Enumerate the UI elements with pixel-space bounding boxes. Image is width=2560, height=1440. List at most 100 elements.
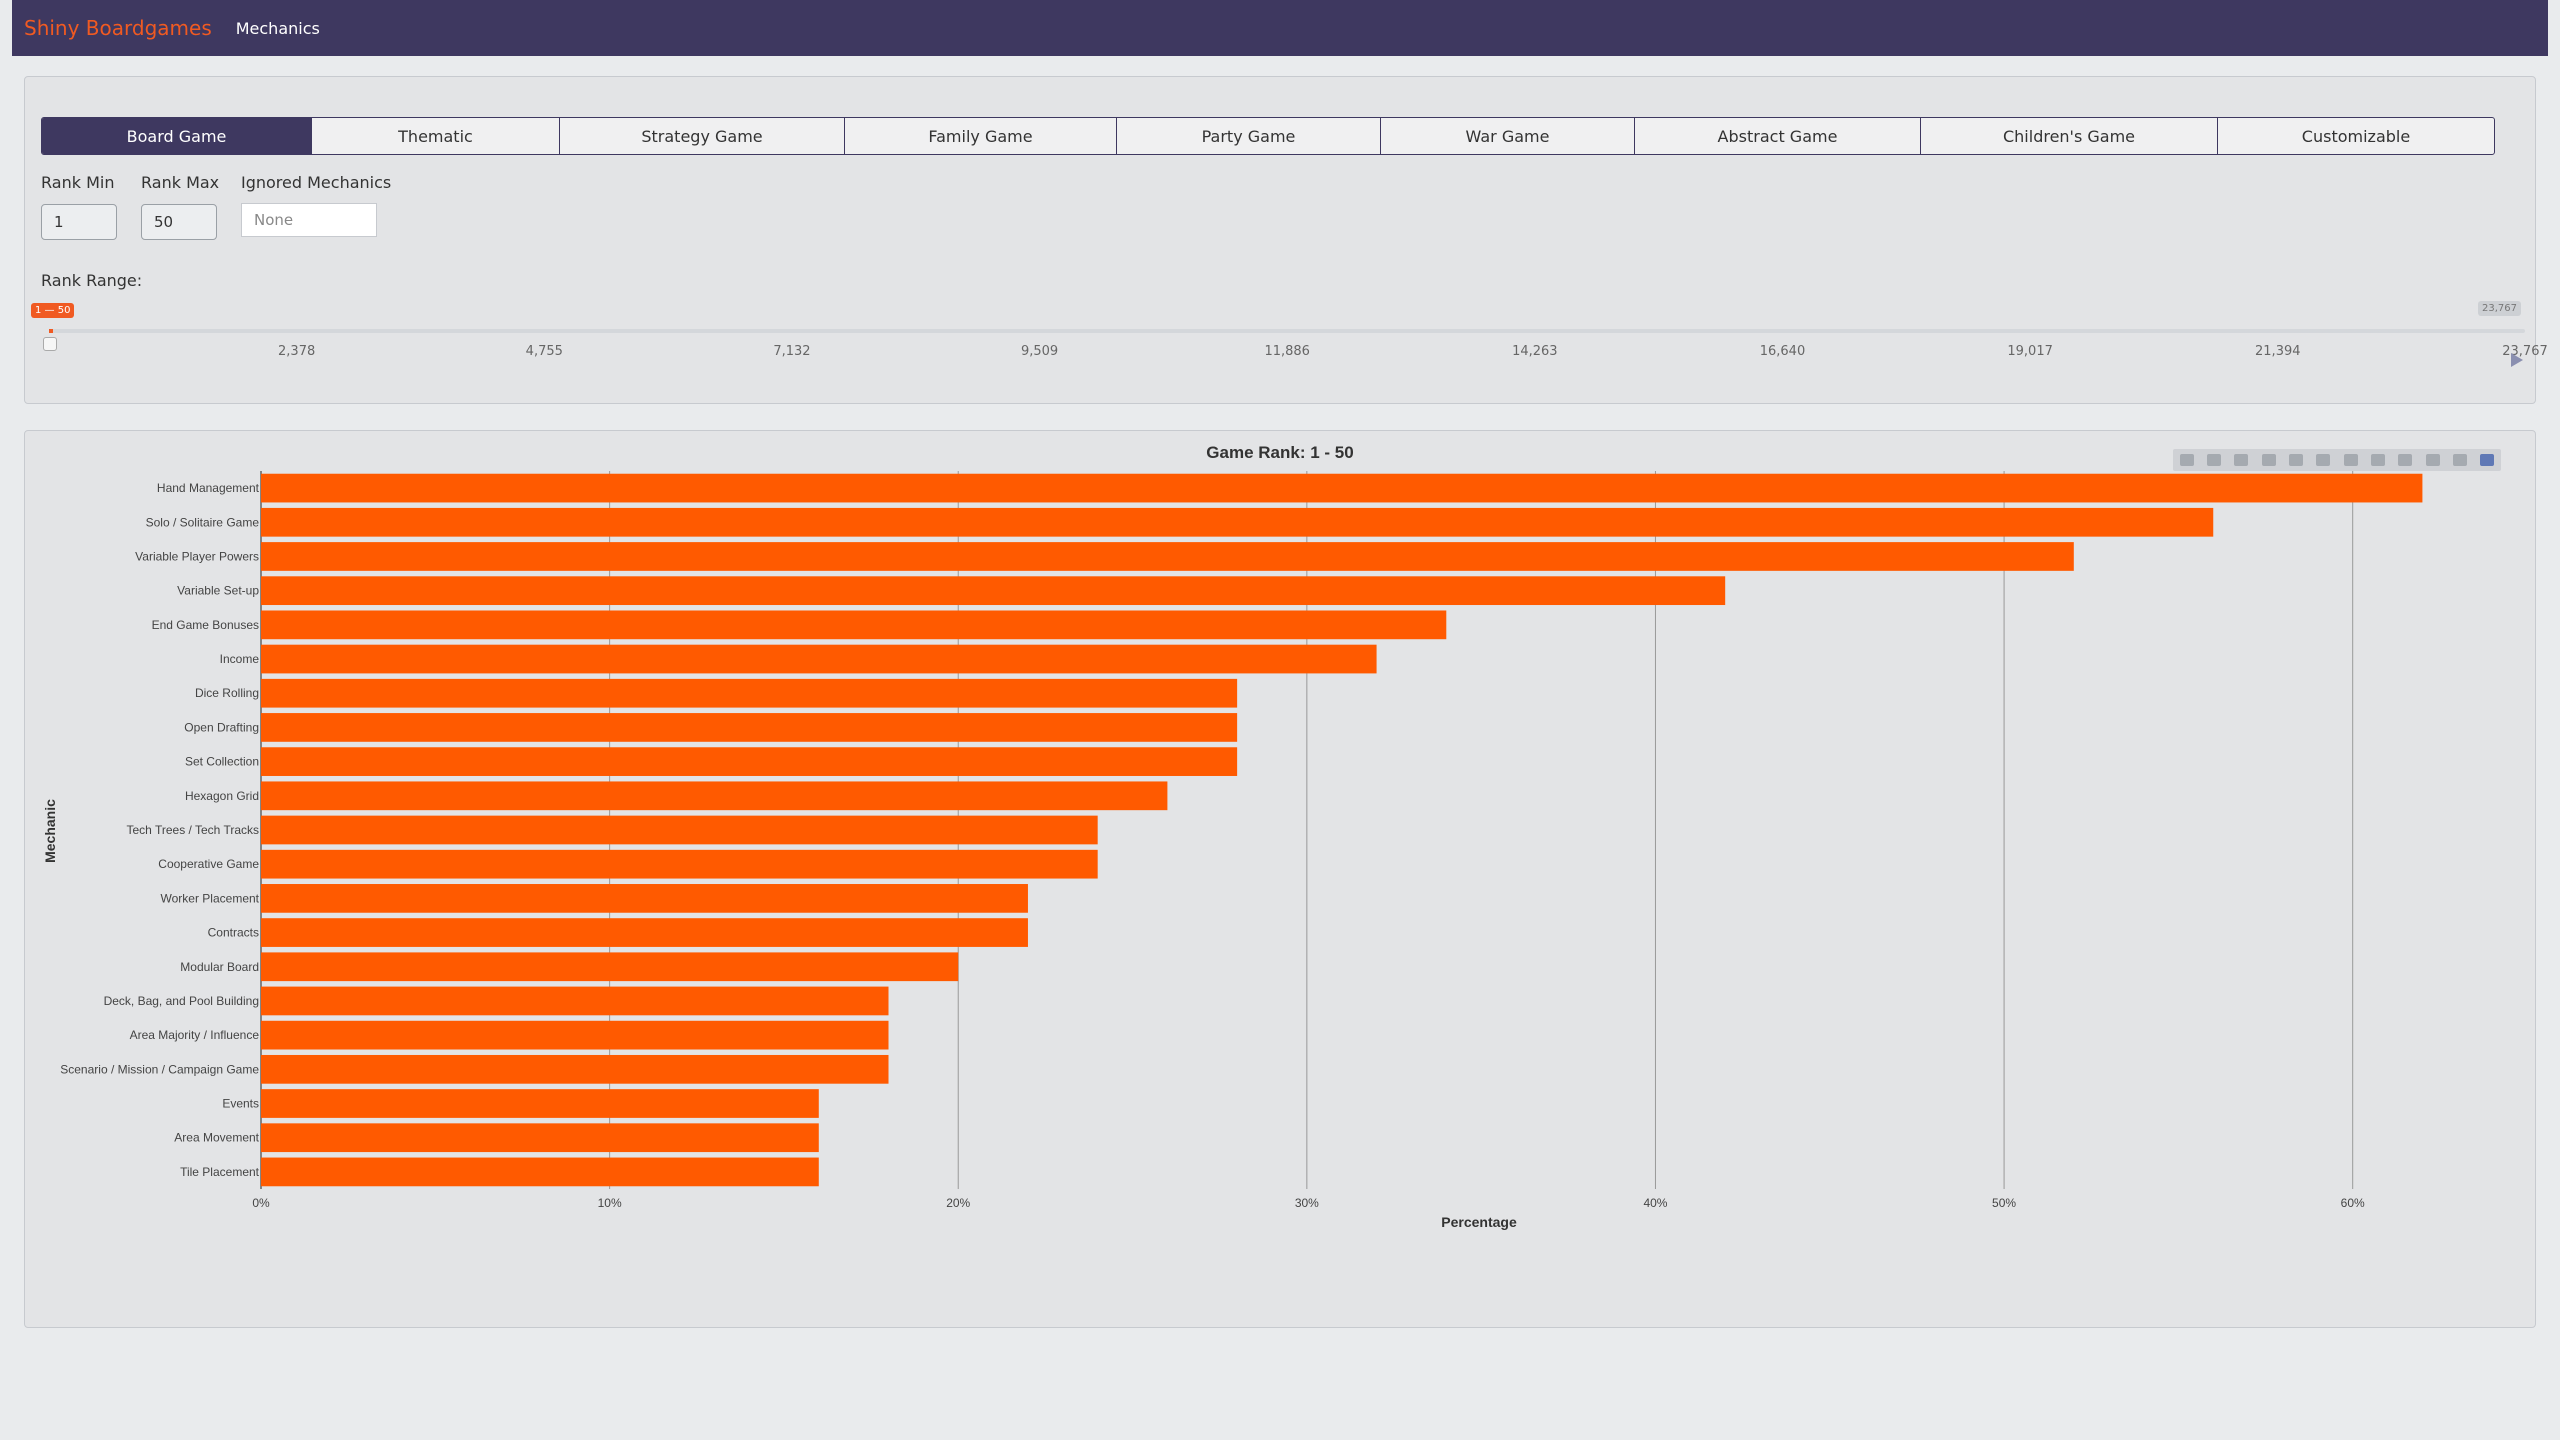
slider-tick-label: 21,394 [2255,344,2301,359]
y-tick-label: Area Movement [174,1131,259,1145]
rank-range-max: 23,767 [2478,301,2521,316]
controls-panel: Board Game Thematic Strategy Game Family Ga… [24,76,2548,404]
reset-axes-icon[interactable] [2398,454,2413,466]
y-tick-label: Tile Placement [180,1165,260,1179]
slider-tick-label: 19,017 [2007,344,2053,359]
rank-max-input[interactable] [141,204,217,240]
bar[interactable] [261,713,1238,742]
chart-modebar [2173,449,2501,471]
slider-tick-label: 7,132 [773,344,811,359]
tab-war-game[interactable]: War Game [1381,118,1635,154]
bar[interactable] [261,952,959,982]
y-tick-label: Events [222,1097,259,1111]
slider-tick-label: 4,755 [525,344,563,359]
bar[interactable] [261,1123,819,1153]
rank-min-input[interactable] [41,204,117,240]
y-tick-label: Deck, Bag, and Pool Building [104,994,259,1008]
x-tick-label: 50% [1992,1196,2016,1210]
ignored-mechanics-label: Ignored Mechanics [241,173,392,192]
bar[interactable] [261,918,1028,947]
y-tick-label: Scenario / Mission / Campaign Game [60,1062,259,1076]
category-tabs: Board Game Thematic Strategy Game Family Ga… [41,117,2495,155]
bar[interactable] [261,542,2074,571]
x-tick-label: 30% [1295,1196,1319,1210]
y-tick-label: Cooperative Game [158,857,259,871]
rank-range-selection: 1 — 50 [31,303,75,318]
box-select-icon[interactable] [2261,454,2276,466]
bar[interactable] [261,1054,889,1084]
bar[interactable] [261,473,2423,503]
slider-tick-label: 11,886 [1264,344,1310,359]
tab-children-s-game[interactable]: Children's Game [1921,118,2218,154]
compare-hover-icon[interactable] [2452,454,2467,466]
rank-max-label: Rank Max [141,173,220,192]
spike-lines-icon[interactable] [2425,454,2440,466]
y-axis-title: Mechanic [42,799,58,863]
y-tick-label: Open Drafting [184,720,259,734]
slider-tick-label: 23,767 [2502,344,2548,359]
bar[interactable] [261,986,889,1016]
x-axis-title: Percentage [1441,1214,1517,1230]
y-tick-label: Tech Trees / Tech Tracks [127,823,260,837]
y-tick-label: Income [220,652,260,666]
y-tick-label: Variable Set-up [177,584,259,598]
tab-strategy-game[interactable]: Strategy Game [560,118,845,154]
lasso-icon[interactable] [2288,454,2303,466]
autoscale-icon[interactable] [2370,454,2385,466]
camera-icon[interactable] [2179,454,2194,466]
tab-thematic[interactable]: Thematic [312,118,560,154]
y-tick-label: Hexagon Grid [185,789,259,803]
bar[interactable] [261,610,1447,640]
tab-family-game[interactable]: Family Game [845,118,1117,154]
play-icon[interactable] [2511,353,2523,367]
bar[interactable] [261,507,2214,537]
y-tick-label: Dice Rolling [195,686,259,700]
brand-title[interactable]: Shiny Boardgames [24,16,212,40]
y-tick-label: Variable Player Powers [135,549,259,563]
bar[interactable] [261,781,1168,811]
chart-panel: Game Rank: 1 - 50 0% 10% 20% 30% 40% 50% 60% Ha… [24,430,2536,1328]
rank-range-label: Rank Range: [41,271,143,290]
nav-link-mechanics[interactable]: Mechanics [235,18,320,38]
x-tick-label: 20% [946,1196,970,1210]
y-tick-label: Area Majority / Influence [130,1028,260,1042]
bar[interactable] [261,1020,889,1050]
zoom-in-icon[interactable] [2316,454,2331,466]
y-tick-label: End Game Bonuses [152,618,259,632]
bar[interactable] [261,1089,819,1118]
rank-range-track[interactable] [49,329,2525,333]
y-tick-label: Hand Management [157,481,260,495]
tab-board-game[interactable]: Board Game [42,118,312,154]
bar[interactable] [261,576,1726,606]
y-tick-label: Contracts [208,926,259,940]
bar[interactable] [261,849,1098,879]
bar[interactable] [261,678,1238,708]
y-tick-label: Worker Placement [161,891,260,905]
bar[interactable] [261,884,1028,913]
zoom-icon[interactable] [2206,454,2221,466]
bar[interactable] [261,1157,819,1187]
plotly-logo-icon[interactable] [2480,454,2495,466]
bar-chart: 0% 10% 20% 30% 40% 50% 60% Hand Management Solo … [42,471,2423,1230]
bar[interactable] [261,747,1238,776]
rank-range-handle[interactable] [43,337,57,351]
x-tick-label: 0% [252,1196,270,1210]
slider-tick-label: 2,378 [278,344,316,359]
navbar: Shiny Boardgames Mechanics [12,0,2548,56]
tab-customizable[interactable]: Customizable [2301,126,2411,146]
pan-icon[interactable] [2234,454,2249,466]
tab-party-game[interactable]: Party Game [1117,118,1381,154]
chart-title: Game Rank: 1 - 50 [1206,443,1354,462]
slider-tick-label: 9,509 [1020,344,1059,359]
rank-min-label: Rank Min [41,173,115,192]
slider-tick-label: 16,640 [1759,344,1806,359]
y-tick-label: Solo / Solitaire Game [146,515,260,529]
slider-tick-label: 14,263 [1512,344,1558,359]
ignored-mechanics-select[interactable]: None [241,203,377,237]
y-tick-label: Modular Board [180,960,259,974]
zoom-out-icon[interactable] [2343,454,2358,466]
x-tick-label: 40% [1643,1196,1667,1210]
bar[interactable] [261,815,1098,845]
bar[interactable] [261,644,1377,674]
tab-abstract-game[interactable]: Abstract Game [1635,118,1921,154]
